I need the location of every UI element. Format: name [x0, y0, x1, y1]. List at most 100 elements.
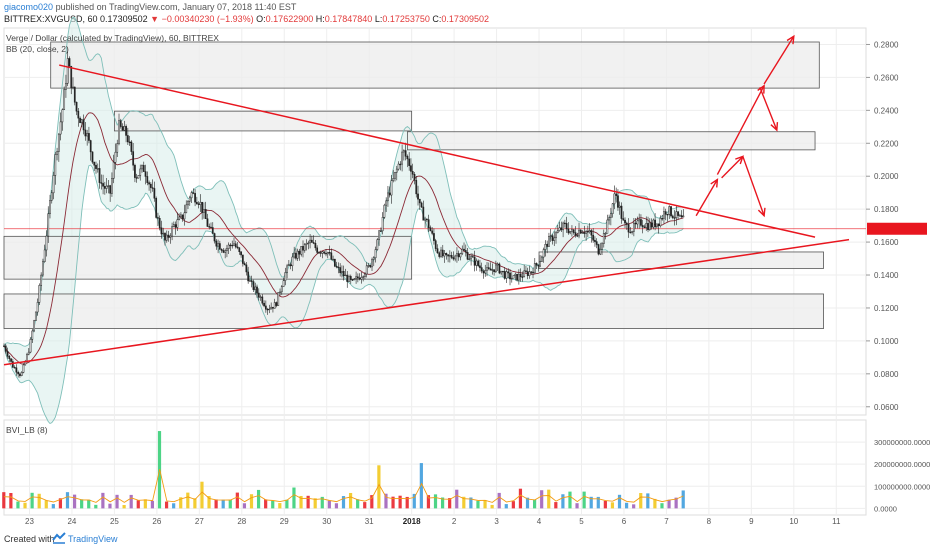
candle-body [493, 270, 494, 272]
candle-body [159, 218, 160, 228]
volume-bar [505, 504, 508, 508]
candle-body [143, 165, 144, 171]
candle-body [499, 264, 500, 273]
candle-body [564, 223, 565, 224]
candle-body [324, 252, 325, 253]
candle-body [81, 120, 82, 123]
price-tick-label: 0.1400 [874, 271, 899, 280]
candle-body [134, 165, 135, 177]
candle-body [138, 175, 139, 178]
candle-body [658, 224, 659, 226]
candle-body [407, 156, 408, 159]
candle-body [543, 250, 544, 257]
volume-bar [264, 499, 267, 508]
candle-body [639, 219, 640, 220]
candle-body [79, 118, 80, 123]
volume-bar [660, 503, 663, 508]
candle-body [603, 233, 604, 243]
candle-body [117, 144, 118, 153]
candle-body [554, 238, 555, 241]
volume-bar [667, 500, 670, 509]
volume-bar [292, 488, 295, 509]
time-tick-label: 26 [152, 517, 161, 526]
candle-body [378, 231, 379, 240]
candle-body [74, 87, 75, 102]
candle-body [577, 235, 578, 236]
candle-body [486, 268, 487, 271]
candle-body [95, 165, 96, 169]
candle-body [92, 152, 93, 162]
time-tick-label: 31 [365, 517, 374, 526]
candle-body [269, 309, 270, 310]
candle-body [246, 265, 247, 272]
candle-body [585, 231, 586, 233]
candle-body [490, 269, 491, 270]
volume-bar [243, 503, 246, 508]
candle-body [311, 240, 312, 242]
volume-bar [9, 493, 12, 508]
candle-body [186, 205, 187, 213]
candle-body [256, 287, 257, 293]
volume-bar [108, 504, 111, 509]
candle-body [485, 270, 486, 273]
candle-body [279, 292, 280, 293]
candle-body [630, 232, 631, 233]
volume-bar [250, 494, 253, 508]
candle-body [76, 102, 77, 111]
candle-body [355, 277, 356, 279]
candle-body [283, 281, 284, 287]
candle-body [447, 255, 448, 256]
candle-body [419, 199, 420, 203]
candle-body [171, 227, 172, 236]
candle-body [391, 181, 392, 195]
volume-bar [434, 494, 437, 508]
volume-bar [23, 503, 26, 509]
volume-bar [540, 490, 543, 508]
candle-body [384, 205, 385, 217]
candle-body [325, 253, 326, 254]
candle-body [285, 272, 286, 280]
volume-bar [483, 500, 486, 508]
candle-body [520, 274, 521, 277]
candle-body [442, 250, 443, 256]
tradingview-logo-icon [52, 532, 66, 544]
volume-bar [356, 499, 359, 508]
candle-body [145, 172, 146, 177]
candle-body [432, 231, 433, 234]
candle-body [304, 245, 305, 251]
candle-body [456, 253, 457, 255]
candle-body [548, 236, 549, 246]
candle-body [9, 356, 10, 358]
volume-bar [476, 501, 479, 509]
volume-bar [646, 493, 649, 508]
candle-body [545, 244, 546, 249]
candle-body [133, 152, 134, 166]
candle-body [515, 274, 516, 275]
candle-body [12, 362, 13, 368]
candle-body [665, 212, 666, 215]
candle-body [267, 309, 268, 310]
candle-body [529, 272, 530, 276]
candle-body [200, 202, 201, 204]
candle-body [124, 126, 125, 130]
candle-body [370, 265, 371, 267]
candle-body [214, 234, 215, 242]
candle-body [301, 246, 302, 254]
candle-body [203, 209, 204, 212]
volume-bar [278, 503, 281, 508]
volume-bar [94, 505, 97, 509]
candle-body [136, 178, 137, 179]
candle-body [478, 261, 479, 266]
tradingview-brand[interactable]: TradingView [68, 534, 118, 544]
candle-body [23, 365, 24, 372]
candle-body [465, 250, 466, 252]
candle-body [49, 200, 50, 213]
candle-body [104, 186, 105, 188]
candle-body [44, 250, 45, 262]
candle-body [451, 255, 452, 257]
candle-body [681, 215, 682, 217]
candle-body [187, 201, 188, 205]
candle-body [676, 212, 677, 218]
candle-body [591, 231, 592, 236]
